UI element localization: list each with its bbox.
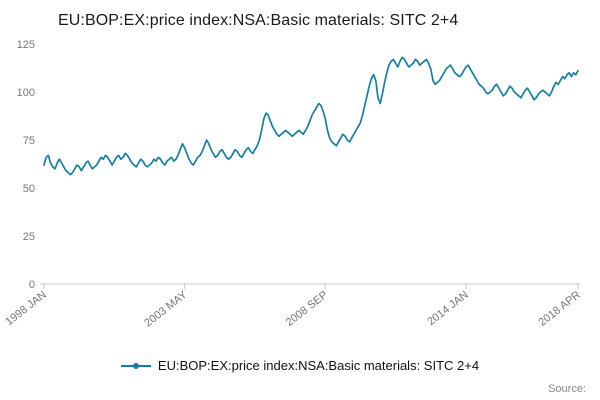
- x-tick-label: 1998 JAN: [3, 289, 48, 328]
- y-tick-label: 100: [17, 87, 35, 99]
- y-tick-label: 50: [23, 183, 35, 195]
- x-tick-label: 2003 MAY: [142, 289, 190, 330]
- chart-title: EU:BOP:EX:price index:NSA:Basic material…: [58, 12, 459, 29]
- y-tick-label: 125: [17, 39, 35, 51]
- y-tick-label: 25: [23, 231, 35, 243]
- y-tick-label: 75: [23, 135, 35, 147]
- legend-line-marker: [120, 362, 151, 369]
- x-tick-label: 2008 SEP: [284, 289, 330, 329]
- source-label: Source:: [548, 383, 586, 395]
- x-tick-label: 2014 JAN: [425, 289, 470, 328]
- y-tick-label: 0: [29, 279, 35, 291]
- line-chart-svg: 0 25 50 75 100 125 1998 JAN 2003 MAY 2008 SEP 201…: [3, 39, 582, 330]
- series-line: [43, 56, 579, 176]
- legend-label: EU:BOP:EX:price index:NSA:Basic material…: [157, 358, 480, 373]
- x-tick-label: 2018 APR: [536, 289, 582, 329]
- plot-area: 0 25 50 75 100 125 1998 JAN 2003 MAY 2008 SEP 201…: [0, 34, 600, 344]
- legend: EU:BOP:EX:price index:NSA:Basic material…: [0, 358, 600, 373]
